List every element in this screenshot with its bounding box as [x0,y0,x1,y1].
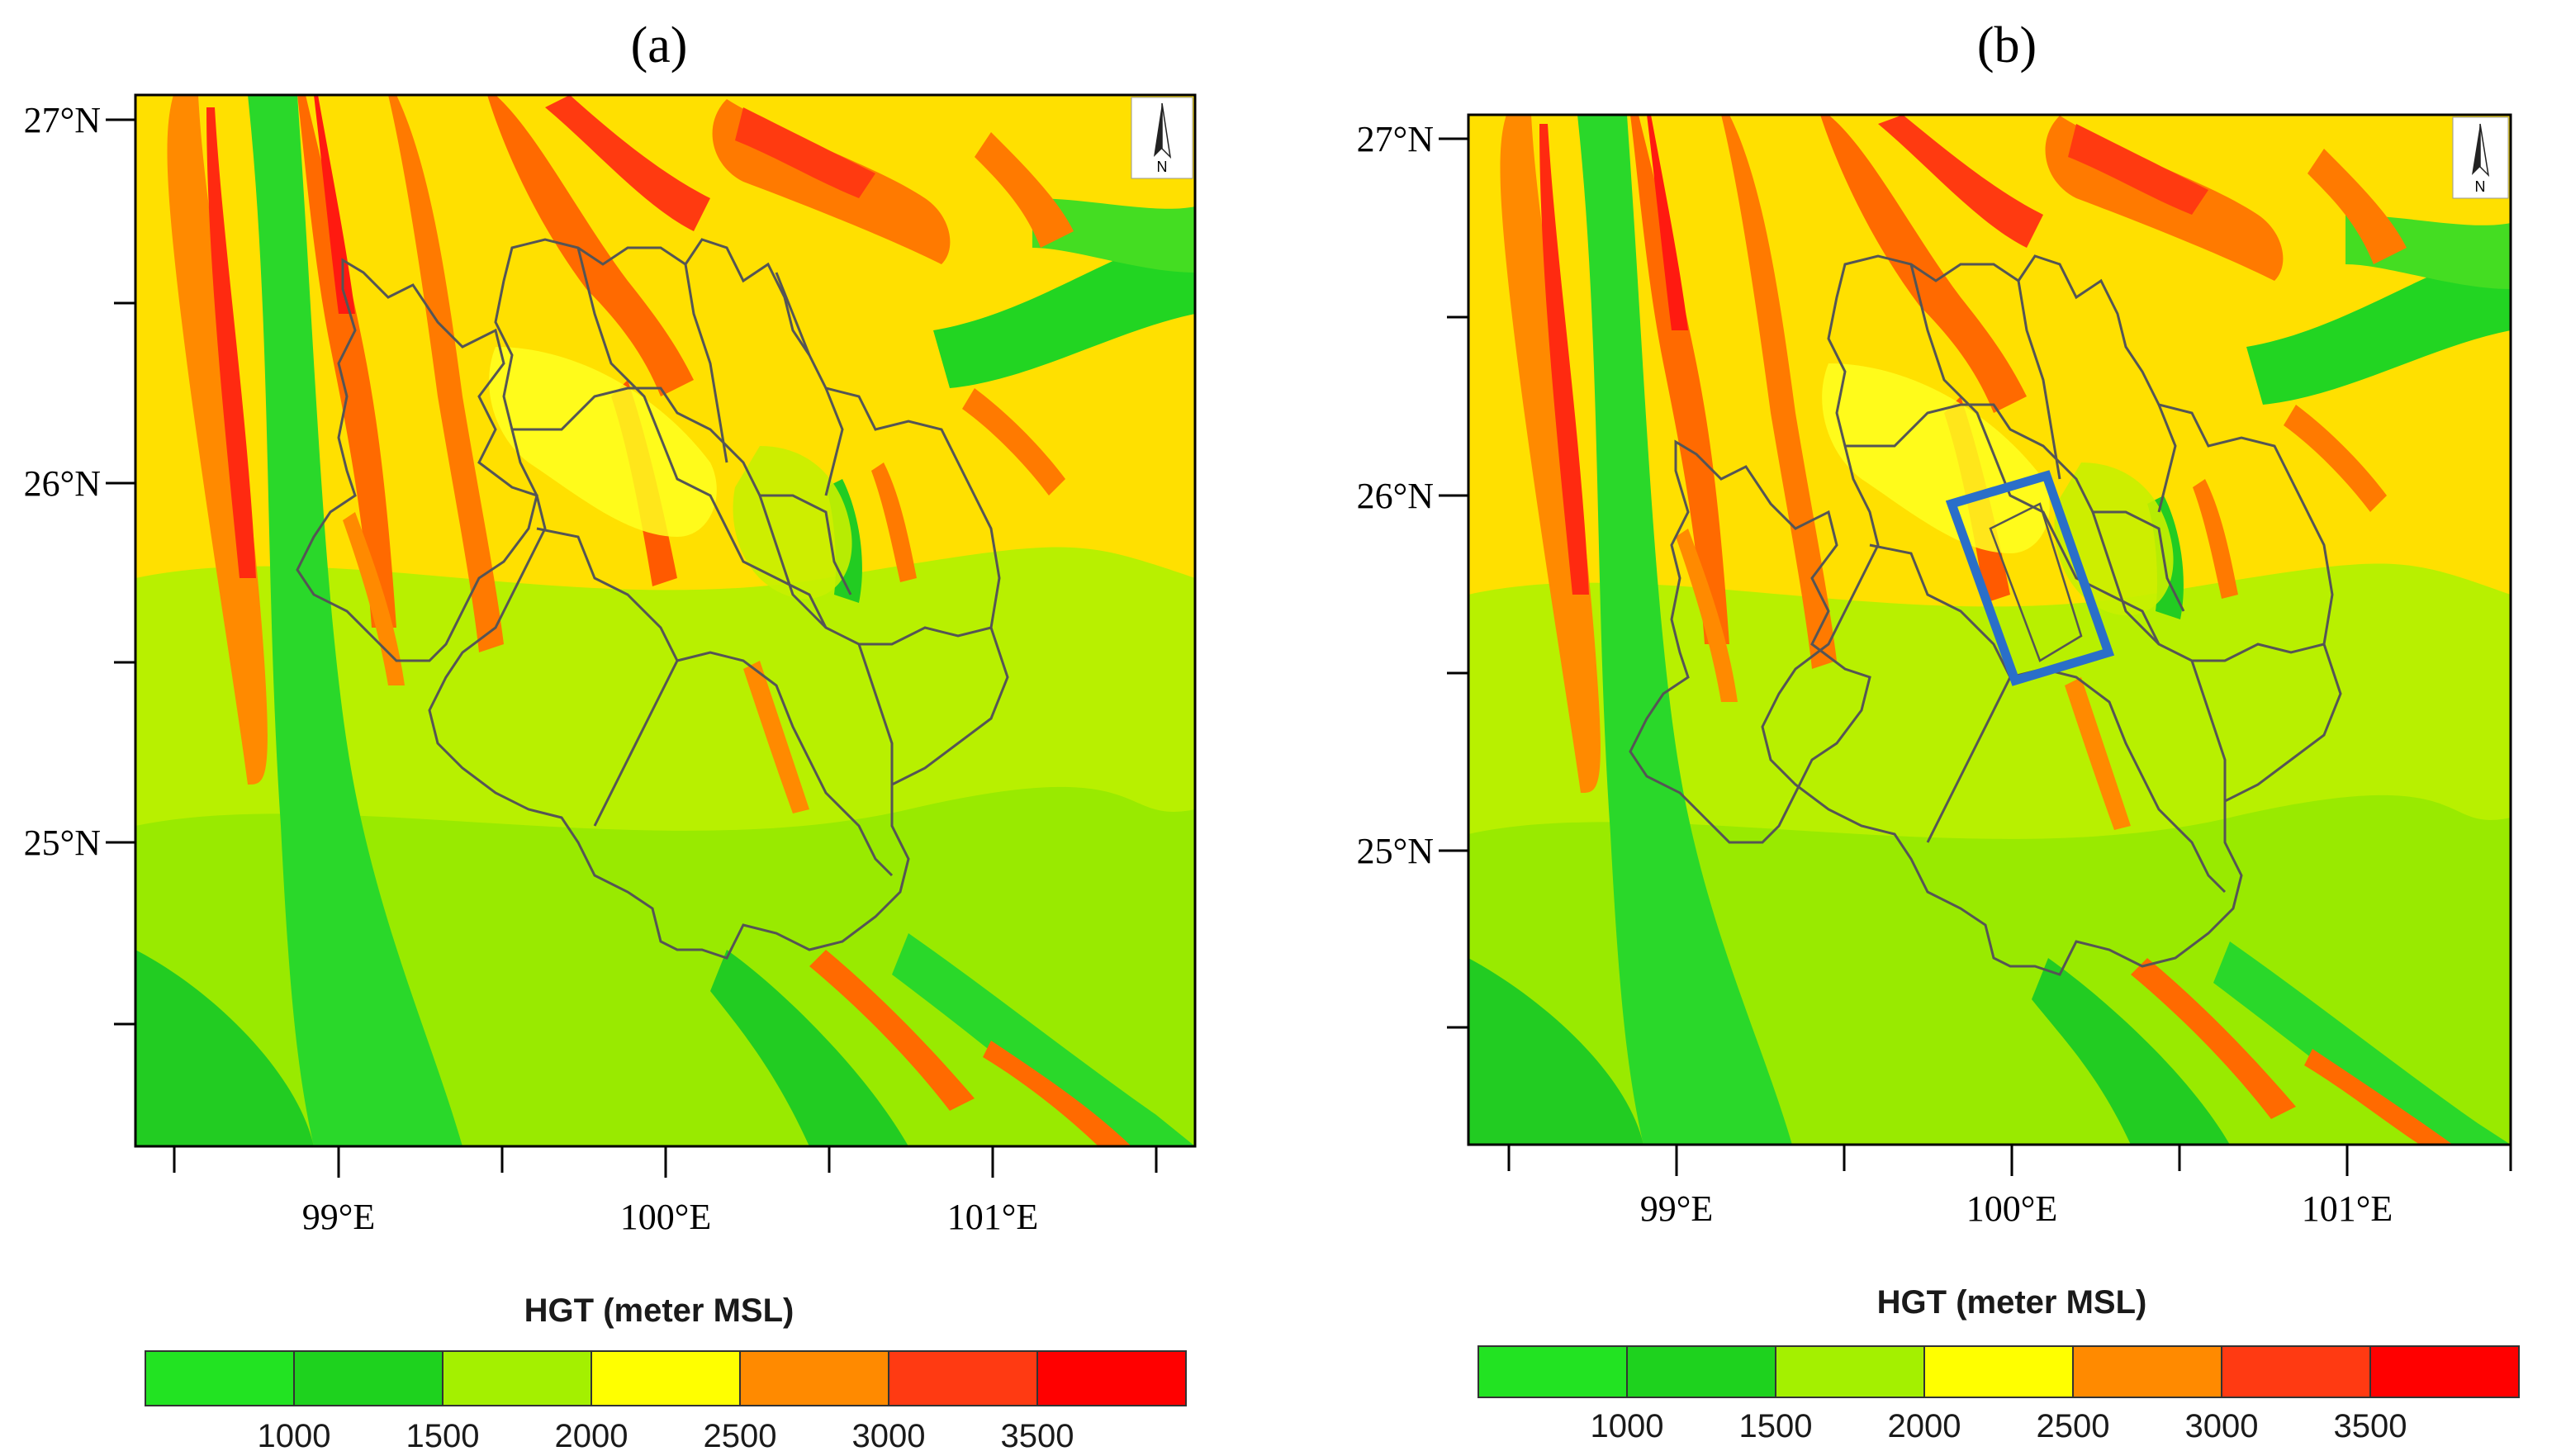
north-arrow-letter: N [2475,178,2486,195]
colorbar-tick-label: 1500 [1739,1408,1813,1444]
lat-label-25: 25°N [24,823,101,863]
colorbar-swatch [591,1350,741,1406]
colorbar-swatch [1477,1345,1628,1398]
colorbar-swatch [442,1350,592,1406]
lon-axis-b [1507,1145,2512,1176]
terrain-map-a [135,95,1195,1146]
colorbar-swatch [1775,1345,1925,1398]
colorbar-swatches [1477,1345,2520,1398]
lon-label-99: 99°E [302,1197,375,1237]
north-arrow-letter: N [1157,159,1168,175]
colorbar-swatch [739,1350,889,1406]
colorbar-tick-label: 2500 [2037,1408,2110,1444]
lon-label-99: 99°E [1640,1188,1713,1229]
panel-b: (b) [1357,17,2512,1229]
lon-label-101: 101°E [947,1197,1038,1237]
colorbar-tick-label: 3500 [1001,1418,1074,1454]
colorbar-swatch [145,1350,295,1406]
colorbar-swatch [1923,1345,2074,1398]
study-area-box [1945,470,2115,686]
colorbar-title: HGT (meter MSL) [1877,1284,2147,1321]
lon-axis-a [173,1146,1158,1178]
lat-label-27: 27°N [1357,119,1434,159]
lat-axis-a [106,118,135,1026]
colorbar-swatch [2072,1345,2222,1398]
colorbar-a: HGT (meter MSL) 1000 1500 2000 2500 3000 3500 [145,1292,1187,1454]
colorbar-swatch [2369,1345,2520,1398]
colorbar-swatch [888,1350,1038,1406]
north-arrow-icon [2472,123,2490,178]
terrain-map-b [1468,115,2511,1145]
north-arrow-a: N [1131,97,1193,179]
colorbar-tick-label: 2000 [555,1418,628,1454]
colorbar-tick-label: 3000 [2185,1408,2259,1444]
colorbar-tick-label: 3000 [852,1418,926,1454]
colorbar-tick-labels: 1000 1500 2000 2500 3000 3500 [258,1418,1074,1454]
colorbar-tick-label: 1500 [406,1418,480,1454]
map-frame-b [1467,113,2512,1146]
lat-axis-b [1439,137,1468,1029]
colorbar-swatch [1626,1345,1776,1398]
colorbar-title: HGT (meter MSL) [524,1292,794,1329]
colorbar-b: HGT (meter MSL) 1000 1500 2000 2500 3000 3500 [1477,1284,2520,1444]
colorbar-swatch [2221,1345,2371,1398]
lat-label-27: 27°N [24,100,101,140]
colorbar-swatch [1036,1350,1187,1406]
lon-label-101: 101°E [2302,1188,2393,1229]
panel-a: (a) [24,17,1197,1237]
colorbar-swatches [145,1350,1187,1406]
colorbar-tick-labels: 1000 1500 2000 2500 3000 3500 [1591,1408,2407,1444]
colorbar-tick-label: 3500 [2334,1408,2407,1444]
colorbar-tick-label: 1000 [258,1418,331,1454]
lat-label-25: 25°N [1357,831,1434,871]
lon-label-100: 100°E [1966,1188,2057,1229]
lat-label-26: 26°N [1357,476,1434,516]
colorbar-swatch [293,1350,443,1406]
lon-label-100: 100°E [620,1197,711,1237]
panel-a-label: (a) [631,17,688,74]
colorbar-tick-label: 2500 [704,1418,777,1454]
colorbar-tick-label: 1000 [1591,1408,1664,1444]
colorbar-tick-label: 2000 [1888,1408,1961,1444]
panel-b-label: (b) [1977,17,2037,74]
north-arrow-b: N [2452,116,2509,199]
north-arrow-icon [1154,102,1172,159]
lat-label-26: 26°N [24,463,101,504]
